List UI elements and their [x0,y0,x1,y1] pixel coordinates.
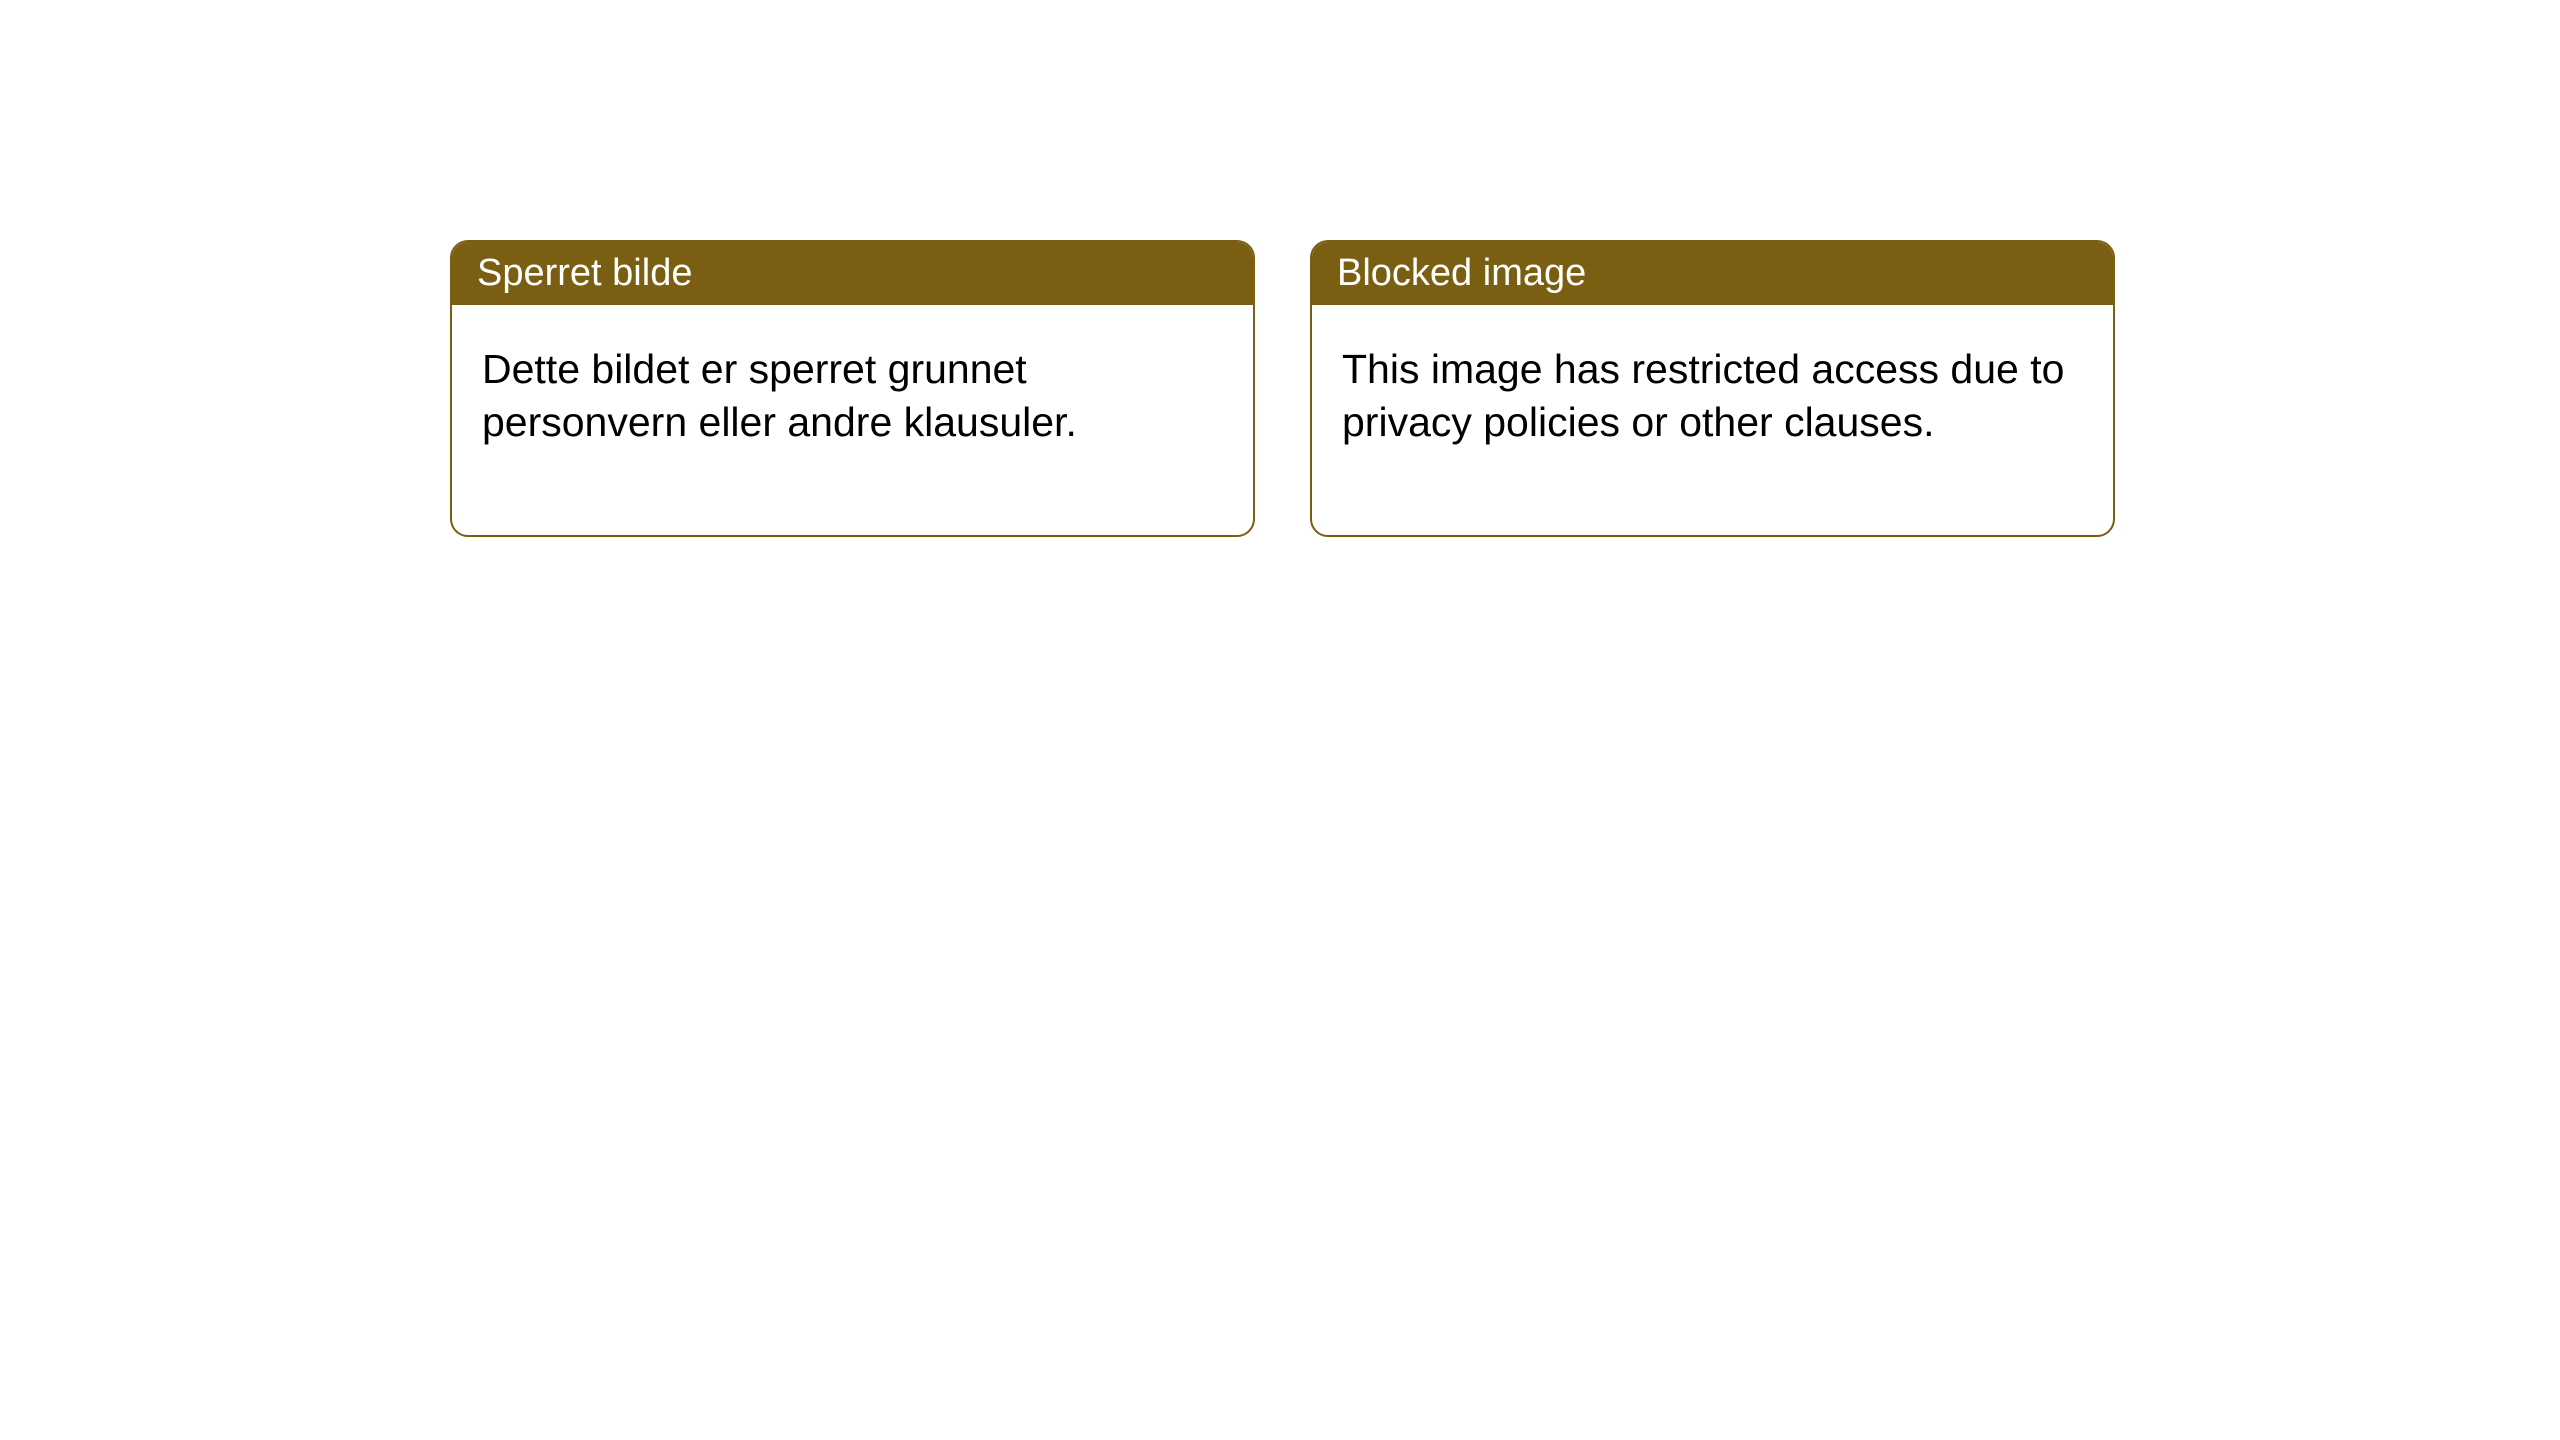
card-header-en: Blocked image [1312,242,2113,305]
card-container: Sperret bilde Dette bildet er sperret gr… [450,240,2115,537]
blocked-image-card-en: Blocked image This image has restricted … [1310,240,2115,537]
card-body-no: Dette bildet er sperret grunnet personve… [452,305,1253,535]
card-header-no: Sperret bilde [452,242,1253,305]
card-body-en: This image has restricted access due to … [1312,305,2113,535]
blocked-image-card-no: Sperret bilde Dette bildet er sperret gr… [450,240,1255,537]
